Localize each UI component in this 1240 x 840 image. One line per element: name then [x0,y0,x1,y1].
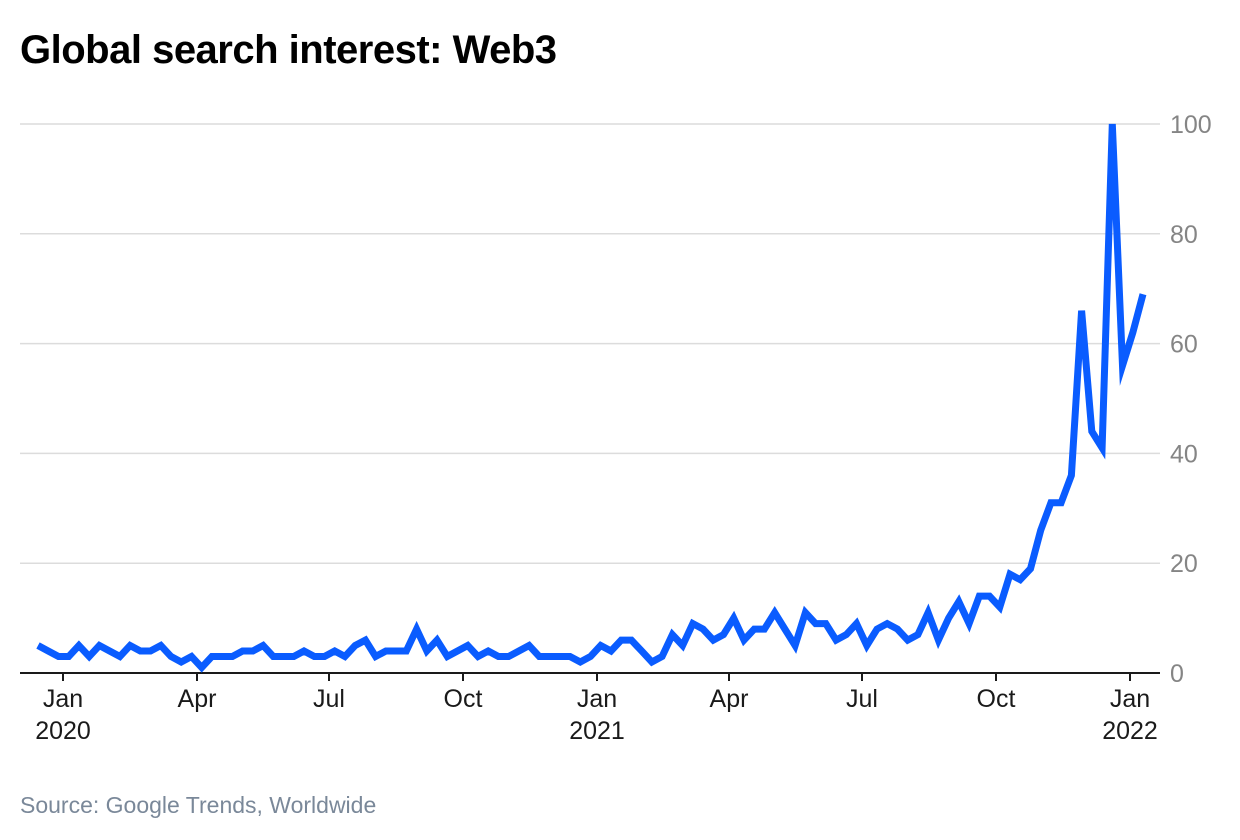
x-tick-label: Jan [43,685,83,713]
series-line [36,123,1147,673]
x-tick-year-label: 2021 [569,717,625,745]
chart-title: Global search interest: Web3 [20,28,557,72]
x-tick-label: Jan [577,685,617,713]
y-tick-label: 60 [1170,331,1198,359]
x-tick-label: Oct [977,685,1016,713]
x-tick-label: Oct [444,685,483,713]
y-tick-label: 100 [1170,111,1212,139]
x-tick-label: Apr [710,685,749,713]
tick-labels: 0 20 40 60 80 100 Jan 2020 Apr Jul Oct Jan 2021 Apr Ju… [35,111,1212,745]
x-tick-year-label: 2020 [35,717,91,745]
y-tick-label: 40 [1170,440,1198,468]
gridlines [20,123,1160,564]
x-tick-label: Apr [178,685,217,713]
x-tick-label: Jan [1110,685,1150,713]
x-tick-year-label: 2022 [1102,717,1158,745]
y-tick-label: 0 [1170,660,1184,688]
x-tick-label: Jul [846,685,878,713]
source-note: Source: Google Trends, Worldwide [20,792,377,818]
x-tick-label: Jul [313,685,345,713]
series-layer [36,123,1147,673]
axes [20,672,1160,681]
y-tick-label: 20 [1170,550,1198,578]
y-tick-label: 80 [1170,221,1198,249]
